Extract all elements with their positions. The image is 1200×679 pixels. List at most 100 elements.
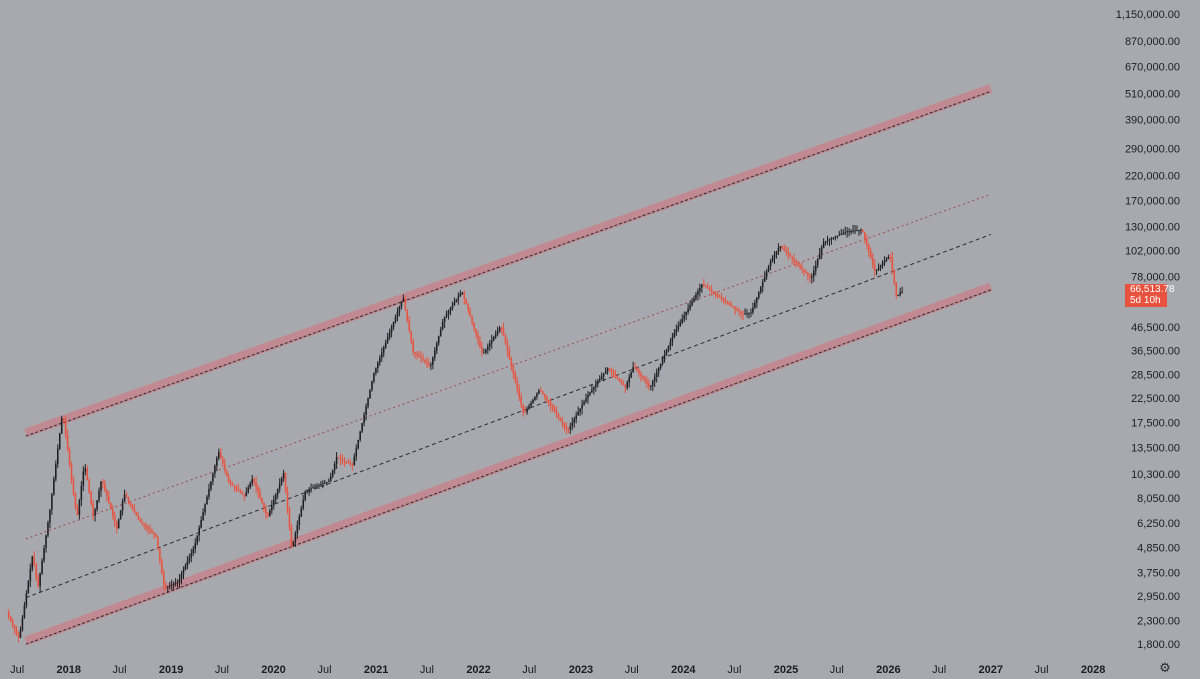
upper-band-edge: [25, 90, 991, 437]
candle-body: [166, 586, 169, 588]
candle-body: [632, 367, 634, 373]
price-tick-label: 170,000.00: [1125, 195, 1180, 207]
candle-body: [701, 284, 703, 288]
candle-body: [60, 418, 63, 434]
candle-body: [889, 257, 892, 259]
candle-body: [854, 230, 856, 232]
candle-body: [19, 630, 22, 638]
candle-body: [775, 251, 778, 255]
candle-body: [797, 263, 799, 266]
candle-body: [426, 361, 428, 364]
candle-body: [891, 257, 894, 270]
time-tick-label: Jul: [522, 664, 536, 676]
candle-body: [404, 298, 407, 310]
candle-body: [610, 369, 613, 373]
candle-body: [433, 350, 436, 358]
candle-body: [292, 541, 295, 546]
candle-body: [377, 362, 379, 368]
candle-body: [392, 322, 395, 328]
candle-body: [575, 415, 577, 420]
price-tick-label: 17,500.00: [1131, 417, 1180, 429]
candle-body: [708, 288, 711, 291]
candle-body: [296, 524, 299, 534]
candle-body: [276, 489, 279, 495]
candle-body: [443, 316, 446, 322]
candle-body: [620, 380, 623, 384]
candle-body: [341, 459, 344, 461]
candle-body: [186, 561, 189, 566]
candle-body: [897, 295, 900, 297]
candle-body: [278, 483, 281, 490]
candle-body: [767, 266, 770, 272]
candle-body: [110, 502, 112, 510]
channel-lines: [24, 84, 993, 646]
candle-body: [94, 509, 96, 516]
price-series: [7, 225, 903, 643]
candle-body: [172, 584, 175, 586]
candle-body: [757, 292, 760, 298]
candle-body: [375, 367, 377, 374]
candle-body: [551, 405, 554, 409]
time-tick-label: 2026: [876, 664, 900, 676]
candle-body: [324, 482, 326, 484]
candle-body: [567, 429, 570, 431]
candle-body: [414, 351, 416, 354]
price-axis[interactable]: 1,150,000.00 870,000.00 670,000.00 510,000.…: [1116, 9, 1180, 651]
candle-body: [76, 508, 79, 515]
candle-body: [74, 493, 77, 509]
candle-body: [479, 340, 481, 347]
candle-body: [538, 390, 540, 394]
candle-body: [212, 473, 214, 482]
candle-body: [23, 605, 26, 618]
candle-body: [198, 527, 200, 536]
candle-body: [665, 350, 668, 355]
candle-body: [161, 560, 163, 573]
candle-body: [261, 497, 263, 503]
candle-body: [441, 321, 444, 330]
candle-body: [646, 381, 648, 384]
candle-body: [398, 306, 401, 312]
candle-body: [347, 462, 350, 464]
candle-body: [628, 377, 630, 383]
candle-body: [732, 306, 735, 308]
candle-body: [121, 501, 124, 511]
candle-body: [840, 233, 843, 235]
candle-body: [21, 617, 24, 631]
candle-body: [834, 236, 837, 238]
price-tick-label: 36,500.00: [1131, 346, 1180, 358]
candle-body: [612, 372, 615, 375]
candle-body: [864, 232, 866, 239]
candle-body: [312, 487, 314, 489]
candle-body: [225, 470, 228, 476]
candle-body: [457, 296, 460, 300]
candle-body: [194, 543, 197, 549]
candle-body: [70, 464, 73, 480]
candle-body: [526, 409, 528, 413]
candle-body: [514, 373, 517, 382]
candle-body: [469, 310, 471, 317]
candle-body: [308, 489, 310, 491]
candle-body: [100, 481, 102, 491]
candle-body: [587, 394, 589, 399]
candle-body: [718, 295, 721, 298]
time-axis[interactable]: Jul 2018 Jul 2019 Jul 2020 Jul 2021 Jul 2022 Jul 20…: [10, 664, 1105, 676]
candle-body: [437, 336, 440, 344]
candle-body: [361, 423, 363, 432]
candle-body: [467, 304, 469, 311]
candle-body: [143, 523, 145, 526]
candle-body: [685, 312, 687, 316]
candle-body: [157, 536, 159, 549]
candle-body: [606, 368, 609, 372]
gear-icon[interactable]: ⚙: [1159, 661, 1171, 676]
candle-body: [33, 556, 36, 566]
candle-body: [125, 494, 128, 498]
candle-body: [471, 316, 473, 323]
candle-body: [180, 574, 183, 579]
candle-body: [447, 310, 450, 314]
candle-body: [17, 633, 20, 638]
candle-body: [671, 337, 674, 342]
candle-body: [98, 490, 100, 501]
candle-body: [371, 381, 373, 390]
candle-body: [241, 492, 244, 495]
